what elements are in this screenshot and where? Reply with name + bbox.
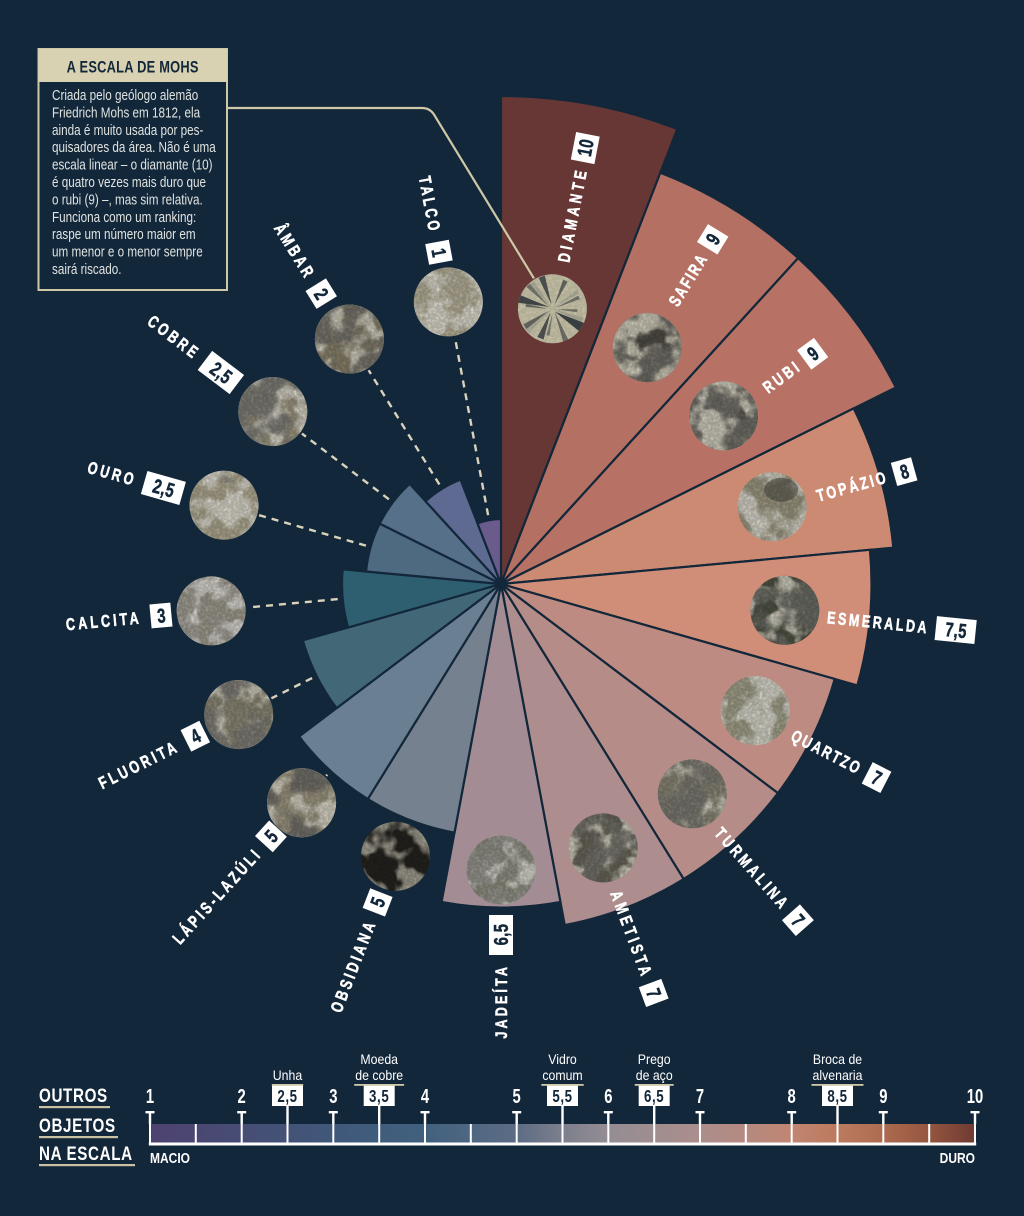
svg-text:alvenaria: alvenaria — [813, 1067, 864, 1083]
svg-text:Moeda: Moeda — [360, 1051, 398, 1067]
svg-text:Friedrich Mohs em 1812, ela: Friedrich Mohs em 1812, ela — [52, 104, 201, 121]
svg-text:3: 3 — [156, 604, 167, 627]
svg-text:escala linear – o diamante (10: escala linear – o diamante (10) — [52, 156, 212, 173]
svg-text:NA ESCALA: NA ESCALA — [39, 1142, 133, 1164]
svg-text:DURO: DURO — [940, 1150, 975, 1167]
svg-text:de aço: de aço — [636, 1067, 673, 1083]
svg-text:2,5: 2,5 — [277, 1087, 297, 1106]
svg-text:A ESCALA DE MOHS: A ESCALA DE MOHS — [67, 59, 199, 77]
svg-text:quisadores da área. Não é uma: quisadores da área. Não é uma — [52, 139, 216, 156]
svg-text:de cobre: de cobre — [355, 1067, 403, 1083]
svg-text:7,5: 7,5 — [944, 618, 968, 643]
svg-text:sairá riscado.: sairá riscado. — [52, 261, 122, 278]
svg-text:OBJETOS: OBJETOS — [39, 1114, 116, 1136]
svg-text:7: 7 — [696, 1085, 704, 1108]
svg-text:5: 5 — [513, 1085, 521, 1108]
svg-text:Prego: Prego — [638, 1051, 671, 1067]
svg-text:3: 3 — [329, 1085, 337, 1108]
svg-text:9: 9 — [879, 1085, 887, 1108]
svg-text:6,5: 6,5 — [644, 1087, 664, 1106]
svg-text:Funciona como um ranking:: Funciona como um ranking: — [52, 208, 196, 225]
svg-text:OUTROS: OUTROS — [39, 1084, 108, 1106]
svg-text:Unha: Unha — [273, 1067, 303, 1083]
svg-text:10: 10 — [573, 137, 599, 158]
svg-text:é quatro vezes mais duro que: é quatro vezes mais duro que — [52, 174, 206, 191]
svg-text:8: 8 — [788, 1085, 796, 1108]
svg-text:4: 4 — [421, 1085, 429, 1108]
svg-text:5,5: 5,5 — [552, 1087, 572, 1106]
svg-text:2: 2 — [238, 1085, 246, 1108]
svg-text:ainda é muito usada por pes-: ainda é muito usada por pes- — [52, 121, 203, 138]
svg-text:10: 10 — [967, 1085, 984, 1108]
svg-text:Criada pelo geólogo alemão: Criada pelo geólogo alemão — [52, 87, 198, 104]
svg-text:MACIO: MACIO — [150, 1150, 190, 1167]
svg-text:o rubi (9) –, mas sim relativa: o rubi (9) –, mas sim relativa. — [52, 191, 203, 208]
svg-text:comum: comum — [542, 1067, 582, 1083]
svg-text:um menor e o menor sempre: um menor e o menor sempre — [52, 243, 203, 260]
svg-text:raspe um número maior em: raspe um número maior em — [52, 226, 196, 243]
svg-text:Broca de: Broca de — [813, 1051, 862, 1067]
svg-text:8,5: 8,5 — [827, 1087, 847, 1106]
svg-text:6: 6 — [604, 1085, 612, 1108]
svg-text:1: 1 — [146, 1085, 154, 1108]
svg-text:3,5: 3,5 — [369, 1087, 389, 1106]
svg-text:6,5: 6,5 — [490, 924, 513, 946]
svg-text:Vidro: Vidro — [548, 1051, 577, 1067]
svg-text:JADEÍTA: JADEÍTA — [492, 964, 511, 1039]
